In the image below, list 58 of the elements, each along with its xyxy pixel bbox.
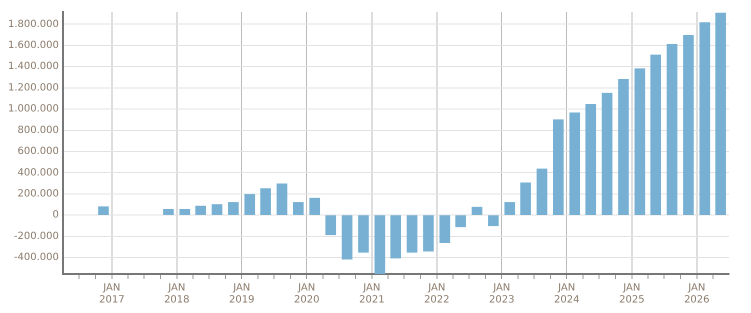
- y-tick-label: 0: [52, 210, 59, 221]
- y-tick-label: 1.600.000: [8, 40, 59, 52]
- bar: [358, 215, 369, 253]
- bar: [439, 215, 450, 244]
- x-tick-label: JAN 2019: [229, 282, 254, 306]
- bar: [472, 206, 482, 215]
- y-tick-label: 800.000: [18, 124, 59, 136]
- y-tick-label: -200.000: [14, 230, 59, 242]
- y-tick-label: 1.800.000: [8, 18, 59, 30]
- x-tick-label: JAN 2021: [359, 282, 385, 306]
- bar: [683, 35, 694, 215]
- bar: [618, 79, 629, 215]
- bar: [293, 202, 304, 215]
- bar: [228, 202, 239, 215]
- bar: [634, 68, 646, 215]
- bar: [163, 208, 174, 215]
- bar: [569, 112, 580, 215]
- y-tick-label: 1.000.000: [8, 104, 59, 115]
- bar: [585, 104, 596, 215]
- bar: [715, 12, 726, 215]
- bar: [260, 188, 271, 215]
- bar: [98, 206, 109, 215]
- y-tick-label: 400.000: [18, 167, 59, 178]
- x-tick-label: JAN 2022: [424, 282, 450, 306]
- bar: [276, 184, 288, 215]
- bar: [455, 215, 466, 228]
- bar: [342, 215, 352, 260]
- bar: [699, 22, 710, 215]
- bar: [602, 92, 612, 215]
- bar: [244, 194, 256, 215]
- x-tick-label: JAN 2023: [489, 282, 514, 306]
- bar: [504, 202, 516, 215]
- bar: [536, 168, 548, 215]
- bar: [423, 215, 434, 252]
- bar: [374, 215, 386, 274]
- x-tick-label: JAN 2026: [684, 282, 710, 306]
- bar: [406, 215, 418, 253]
- bar: [488, 215, 499, 226]
- x-tick-label: JAN 2024: [554, 282, 580, 306]
- bar: [195, 206, 206, 215]
- bar: [666, 44, 678, 215]
- x-tick-label: JAN 2020: [294, 282, 320, 306]
- y-tick-label: -400.000: [14, 252, 59, 264]
- y-tick-label: 1.200.000: [8, 82, 59, 94]
- x-tick-label: JAN 2018: [164, 282, 190, 306]
- y-tick-label: 1.400.000: [8, 61, 59, 72]
- bar: [390, 215, 402, 258]
- bar: [553, 119, 564, 215]
- y-tick-label: 600.000: [18, 146, 59, 158]
- x-tick-label: JAN 2025: [619, 282, 645, 306]
- bar: [650, 54, 662, 215]
- bar: [325, 215, 336, 236]
- bar: [520, 182, 531, 215]
- bar: [179, 208, 190, 215]
- x-tick-label: JAN 2017: [99, 282, 125, 306]
- bar: [212, 204, 222, 215]
- y-tick-label: 200.000: [18, 188, 59, 200]
- bar: [309, 198, 320, 215]
